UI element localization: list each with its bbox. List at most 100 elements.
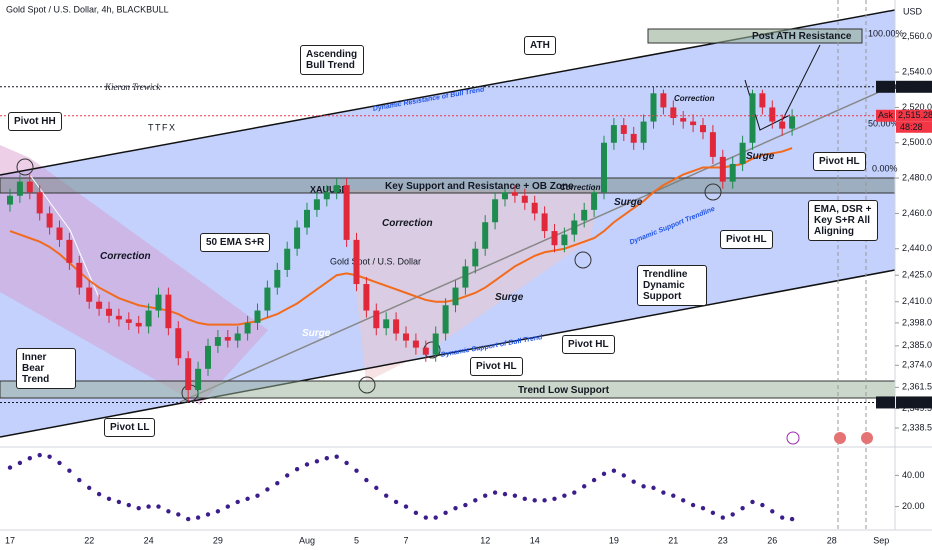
oscillator-dot xyxy=(789,516,795,522)
x-tick-label: 29 xyxy=(213,535,223,545)
annotation: Surge xyxy=(495,292,524,303)
candle-body xyxy=(343,185,350,240)
price-tag-value: 2,352.96 xyxy=(898,397,932,407)
oscillator-dot xyxy=(255,493,260,498)
oscillator-dot xyxy=(601,471,607,477)
candle-body xyxy=(333,185,340,193)
candle-body xyxy=(66,239,73,263)
price-tag-name-bg xyxy=(876,80,895,93)
candle-body xyxy=(502,192,508,200)
oscillator-dot xyxy=(265,487,270,492)
oscillator-dot xyxy=(87,485,92,491)
oscillator-dot xyxy=(641,484,646,489)
candle-body xyxy=(115,315,122,320)
candle-body xyxy=(96,301,103,309)
candle-body xyxy=(511,192,518,196)
oscillator-dot xyxy=(195,515,201,520)
annotation: Surge xyxy=(302,328,331,339)
oscillator-dot xyxy=(730,512,735,517)
candle-body xyxy=(403,333,409,341)
oscillator-dot xyxy=(522,496,527,501)
candle-body xyxy=(393,319,400,334)
oscillator-dot xyxy=(304,462,310,467)
candle-body xyxy=(284,248,291,270)
candle-body xyxy=(234,333,241,341)
candle-body xyxy=(125,319,132,323)
candle-body xyxy=(561,234,568,246)
x-tick-label: 14 xyxy=(530,535,540,545)
candle-body xyxy=(185,358,192,391)
oscillator-dot xyxy=(542,498,547,503)
candle-body xyxy=(769,107,776,122)
oscillator-dot xyxy=(334,454,339,459)
trend-low-zone xyxy=(0,380,896,399)
candle-body xyxy=(432,333,439,355)
event-icon xyxy=(861,432,873,444)
oscillator-dot xyxy=(57,460,62,466)
candle-body xyxy=(145,310,152,327)
candle-body xyxy=(551,231,558,246)
oscillator-dot xyxy=(96,491,102,497)
oscillator-dot xyxy=(631,479,636,484)
oscillator-dot xyxy=(294,466,300,472)
oscillator-dot xyxy=(690,502,696,508)
candle-body xyxy=(7,195,13,205)
annotation: Correction xyxy=(382,218,433,229)
annotation: Surge xyxy=(614,197,643,208)
oscillator-dot xyxy=(393,499,399,505)
candle-body xyxy=(56,227,63,240)
oscillator-dot xyxy=(27,456,32,461)
candle-body xyxy=(76,262,83,288)
x-tick-label: 23 xyxy=(718,535,728,545)
annotation: Pivot LL xyxy=(104,418,156,437)
candle-body xyxy=(610,125,617,143)
oscillator-dot xyxy=(770,509,775,514)
fib-level: 50.00% xyxy=(868,118,899,128)
annotation: Correction xyxy=(560,183,601,192)
y-tick-label: 40.00 xyxy=(902,470,925,480)
candle-body xyxy=(452,287,459,306)
candle-body xyxy=(680,118,687,122)
annotation: ATH xyxy=(524,36,556,55)
oscillator-dot xyxy=(473,498,478,503)
candle-body xyxy=(214,337,221,346)
oscillator-dot xyxy=(780,515,785,520)
oscillator-dot xyxy=(413,510,419,516)
annotation: Pivot HL xyxy=(720,230,773,249)
candle-body xyxy=(700,125,706,133)
pivot-circle xyxy=(574,251,592,269)
x-tick-label: 17 xyxy=(5,535,15,545)
candle-body xyxy=(719,156,726,182)
countdown: 48:28 xyxy=(900,122,923,132)
oscillator-dot xyxy=(215,509,221,514)
candle-body xyxy=(323,192,330,200)
oscillator-dot xyxy=(591,477,597,483)
x-tick-label: 5 xyxy=(354,535,359,545)
candle-body xyxy=(412,340,419,348)
oscillator-dot xyxy=(166,509,171,514)
oscillator-dot xyxy=(156,504,161,509)
arrow xyxy=(29,174,101,301)
candle-body xyxy=(313,199,320,210)
oscillator-dot xyxy=(512,493,518,498)
annotation: Pivot HL xyxy=(562,335,615,354)
price-tag-name-bg xyxy=(876,109,895,122)
dynamic-support-line xyxy=(179,84,896,403)
y-tick-label: 2,410.00 xyxy=(902,296,932,306)
x-tick-label: 21 xyxy=(668,535,678,545)
oscillator-dot xyxy=(106,496,112,501)
candle-body xyxy=(383,319,390,329)
x-tick-label: 7 xyxy=(403,535,408,545)
x-tick-label: 24 xyxy=(144,535,154,545)
brand-handle: TTFX xyxy=(148,122,177,132)
oscillator-dot xyxy=(364,477,369,483)
price-tag xyxy=(896,109,932,122)
candle-body xyxy=(660,93,667,108)
oscillator-dot xyxy=(582,484,587,489)
candle-body xyxy=(46,213,53,228)
candle-body xyxy=(620,125,627,134)
oscillator-dot xyxy=(235,499,240,505)
oscillator-dot xyxy=(136,505,141,511)
oscillator-dot xyxy=(7,465,13,470)
